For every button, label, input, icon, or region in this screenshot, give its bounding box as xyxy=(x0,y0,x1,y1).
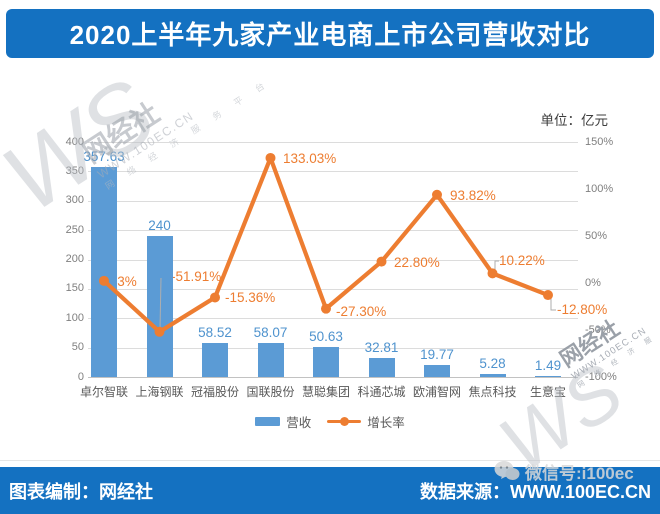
revenue-label: 357.63 xyxy=(83,148,125,164)
growth-point xyxy=(210,292,220,303)
growth-label: -15.36% xyxy=(225,290,276,306)
category-label: 科通芯城 xyxy=(357,385,406,399)
revenue-bar xyxy=(424,365,450,377)
y-axis-tick-right: 0% xyxy=(585,276,601,289)
y-axis-tick-left: 350 xyxy=(65,164,84,177)
revenue-bar xyxy=(146,236,173,377)
unit-label: 单位：亿元 xyxy=(540,113,609,128)
revenue-label: 32.81 xyxy=(364,339,399,355)
growth-label: 22.80% xyxy=(394,254,440,270)
category-label: 慧聪集团 xyxy=(301,385,350,399)
y-axis-tick-left: 400 xyxy=(65,135,84,148)
category-label: 国联股份 xyxy=(246,385,295,399)
revenue-bar xyxy=(313,347,339,377)
growth-label: 133.03% xyxy=(283,150,337,166)
legend-label: 增长率 xyxy=(367,416,405,430)
growth-point xyxy=(543,290,553,301)
page-title: 2020上半年九家产业电商上市公司营收对比 xyxy=(69,20,591,50)
growth-label: -27.30% xyxy=(336,303,387,319)
y-axis-tick-right: 50% xyxy=(585,229,608,242)
growth-label: 10.22% xyxy=(499,253,545,269)
watermark-top-left-text: 网经社 WWW.100EC.CN 网 络 经 济 服 务 平 台 xyxy=(77,77,273,191)
gridline xyxy=(88,142,578,143)
legend-label: 营收 xyxy=(286,416,312,430)
y-axis-tick-left: 300 xyxy=(65,194,84,207)
growth-point xyxy=(487,268,498,279)
growth-label: -51.91% xyxy=(171,268,222,284)
revenue-label: 240 xyxy=(148,218,171,233)
y-axis-tick-left: 200 xyxy=(65,253,84,265)
y-axis-tick-right: -50% xyxy=(585,323,611,336)
growth-label: 93.82% xyxy=(450,187,496,203)
category-label: 欧浦智网 xyxy=(412,385,461,399)
label-leader-line xyxy=(550,299,556,311)
revenue-bar xyxy=(91,166,117,377)
growth-point xyxy=(321,303,331,314)
revenue-label: 1.49 xyxy=(534,358,562,374)
category-label: 焦点科技 xyxy=(468,385,517,399)
legend-item-revenue: 营收 xyxy=(255,412,311,431)
y-axis-tick-left: 250 xyxy=(65,223,84,236)
divider-line xyxy=(0,460,660,461)
category-label: 冠福股份 xyxy=(190,385,239,399)
watermark-tagline: 网 络 经 济 服 务 平 台 xyxy=(103,76,273,192)
y-axis-tick-left: 100 xyxy=(65,311,84,324)
legend-item-growth: 增长率 xyxy=(327,412,405,431)
footer-credit: 图表编制：网经社 xyxy=(9,481,153,502)
revenue-label: 5.28 xyxy=(479,355,506,371)
growth-point xyxy=(432,189,442,200)
category-label: 卓尔智联 xyxy=(79,385,128,399)
title-banner: 2020上半年九家产业电商上市公司营收对比 xyxy=(6,9,654,58)
revenue-label: 19.77 xyxy=(420,347,454,363)
growth-label: -12.80% xyxy=(557,302,608,318)
y-axis-tick-left: 50 xyxy=(71,341,84,354)
gridline xyxy=(88,171,578,173)
legend: 营收 增长率 xyxy=(0,412,660,431)
revenue-bar xyxy=(202,342,228,377)
category-label: 生意宝 xyxy=(529,385,566,399)
growth-point xyxy=(376,256,387,267)
watermark-ws-logo: WS xyxy=(0,58,174,233)
footer-source: 数据来源：WWW.100EC.CN xyxy=(419,481,651,502)
legend-line-swatch xyxy=(327,417,362,426)
y-axis-tick-right: -100% xyxy=(585,370,617,383)
revenue-bar xyxy=(257,342,284,377)
category-label: 上海钢联 xyxy=(135,385,184,399)
legend-bar-swatch xyxy=(255,417,281,426)
y-axis-tick-right: 100% xyxy=(585,182,614,195)
gridline xyxy=(88,377,578,378)
footer-banner: 图表编制：网经社 数据来源：WWW.100EC.CN xyxy=(0,467,660,514)
revenue-bar xyxy=(535,375,561,377)
y-axis-tick-left: 0 xyxy=(77,370,84,383)
growth-point xyxy=(265,152,276,163)
revenue-bar xyxy=(479,373,506,377)
y-axis-tick-left: 150 xyxy=(65,282,84,295)
gridline xyxy=(88,200,578,202)
y-axis-tick-right: 150% xyxy=(585,135,614,148)
revenue-bar xyxy=(368,357,395,377)
